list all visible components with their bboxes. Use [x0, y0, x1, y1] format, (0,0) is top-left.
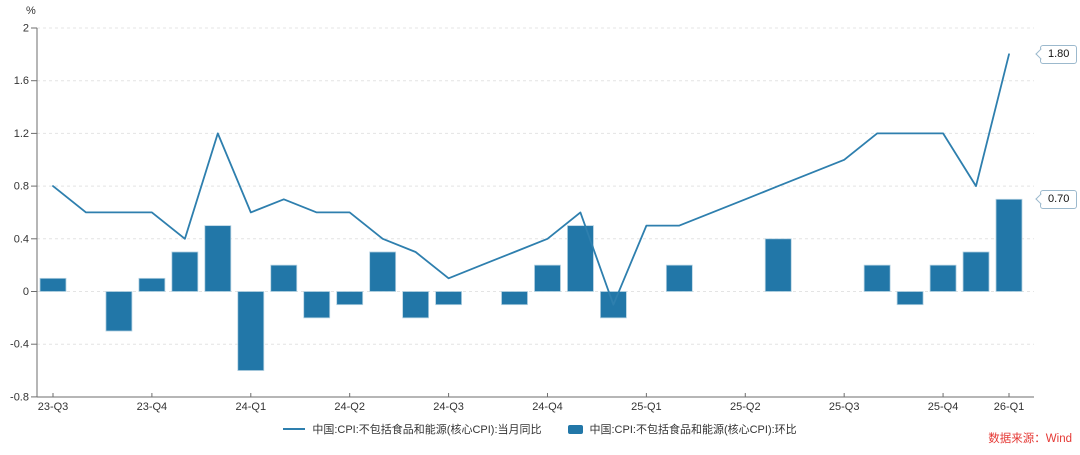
- y-tick-label: 0: [23, 286, 29, 298]
- legend-item-mom[interactable]: 中国:CPI:不包括食品和能源(核心CPI):环比: [567, 421, 797, 437]
- y-tick-label: 2: [23, 23, 29, 35]
- bar[interactable]: [105, 291, 133, 332]
- callout-yoy-text: 1.80: [1048, 47, 1070, 60]
- callout-mom-text: 0.70: [1048, 192, 1070, 205]
- bar[interactable]: [534, 264, 561, 292]
- legend-label-mom: 中国:CPI:不包括食品和能源(核心CPI):环比: [589, 424, 797, 436]
- bar[interactable]: [237, 291, 265, 371]
- bar[interactable]: [171, 251, 199, 292]
- bar[interactable]: [402, 291, 430, 319]
- x-tick-label: 24-Q2: [334, 401, 365, 413]
- bar[interactable]: [303, 291, 331, 319]
- bar[interactable]: [270, 264, 298, 292]
- bar[interactable]: [369, 251, 397, 292]
- bar[interactable]: [962, 251, 990, 292]
- y-tick-label: -0.4: [10, 339, 29, 351]
- bar[interactable]: [929, 264, 957, 292]
- legend-label-yoy: 中国:CPI:不包括食品和能源(核心CPI):当月同比: [312, 424, 542, 436]
- x-tick-label: 25-Q4: [928, 401, 959, 413]
- data-source-label: 数据来源：Wind: [988, 433, 1072, 445]
- y-tick-label: 1.6: [14, 75, 29, 87]
- y-axis-unit-label: %: [26, 5, 36, 17]
- legend-item-yoy[interactable]: 中国:CPI:不包括食品和能源(核心CPI):当月同比: [283, 421, 542, 437]
- y-tick-label: -0.8: [10, 391, 29, 403]
- legend: 中国:CPI:不包括食品和能源(核心CPI):当月同比 中国:CPI:不包括食品…: [0, 421, 1080, 437]
- bar[interactable]: [501, 291, 528, 306]
- x-tick-label: 23-Q3: [38, 401, 69, 413]
- bar[interactable]: [863, 264, 891, 292]
- bar[interactable]: [600, 291, 627, 319]
- bar[interactable]: [336, 291, 364, 306]
- y-tick-label: 0.4: [14, 233, 29, 245]
- x-tick-label: 24-Q4: [532, 401, 563, 413]
- line-series-marker-icon: [283, 428, 306, 430]
- bar[interactable]: [764, 238, 792, 292]
- bar[interactable]: [204, 225, 232, 292]
- x-tick-label: 25-Q1: [631, 401, 662, 413]
- y-tick-label: 1.2: [14, 128, 29, 140]
- x-tick-label: 26-Q1: [994, 401, 1025, 413]
- callout-mom-value: 0.70: [1034, 189, 1078, 209]
- bar[interactable]: [138, 277, 166, 292]
- x-tick-label: 24-Q3: [433, 401, 464, 413]
- x-tick-label: 24-Q1: [236, 401, 267, 413]
- bar-series-marker-icon: [567, 424, 583, 434]
- bar[interactable]: [435, 291, 462, 306]
- bar[interactable]: [995, 198, 1023, 292]
- x-tick-label: 23-Q4: [137, 401, 168, 413]
- bar[interactable]: [39, 277, 67, 292]
- callout-yoy-value: 1.80: [1034, 44, 1078, 64]
- x-tick-label: 25-Q3: [829, 401, 860, 413]
- bar[interactable]: [896, 291, 924, 306]
- bar[interactable]: [665, 264, 693, 292]
- x-tick-label: 25-Q2: [730, 401, 761, 413]
- y-tick-label: 0.8: [14, 181, 29, 193]
- line-series[interactable]: [52, 53, 1010, 306]
